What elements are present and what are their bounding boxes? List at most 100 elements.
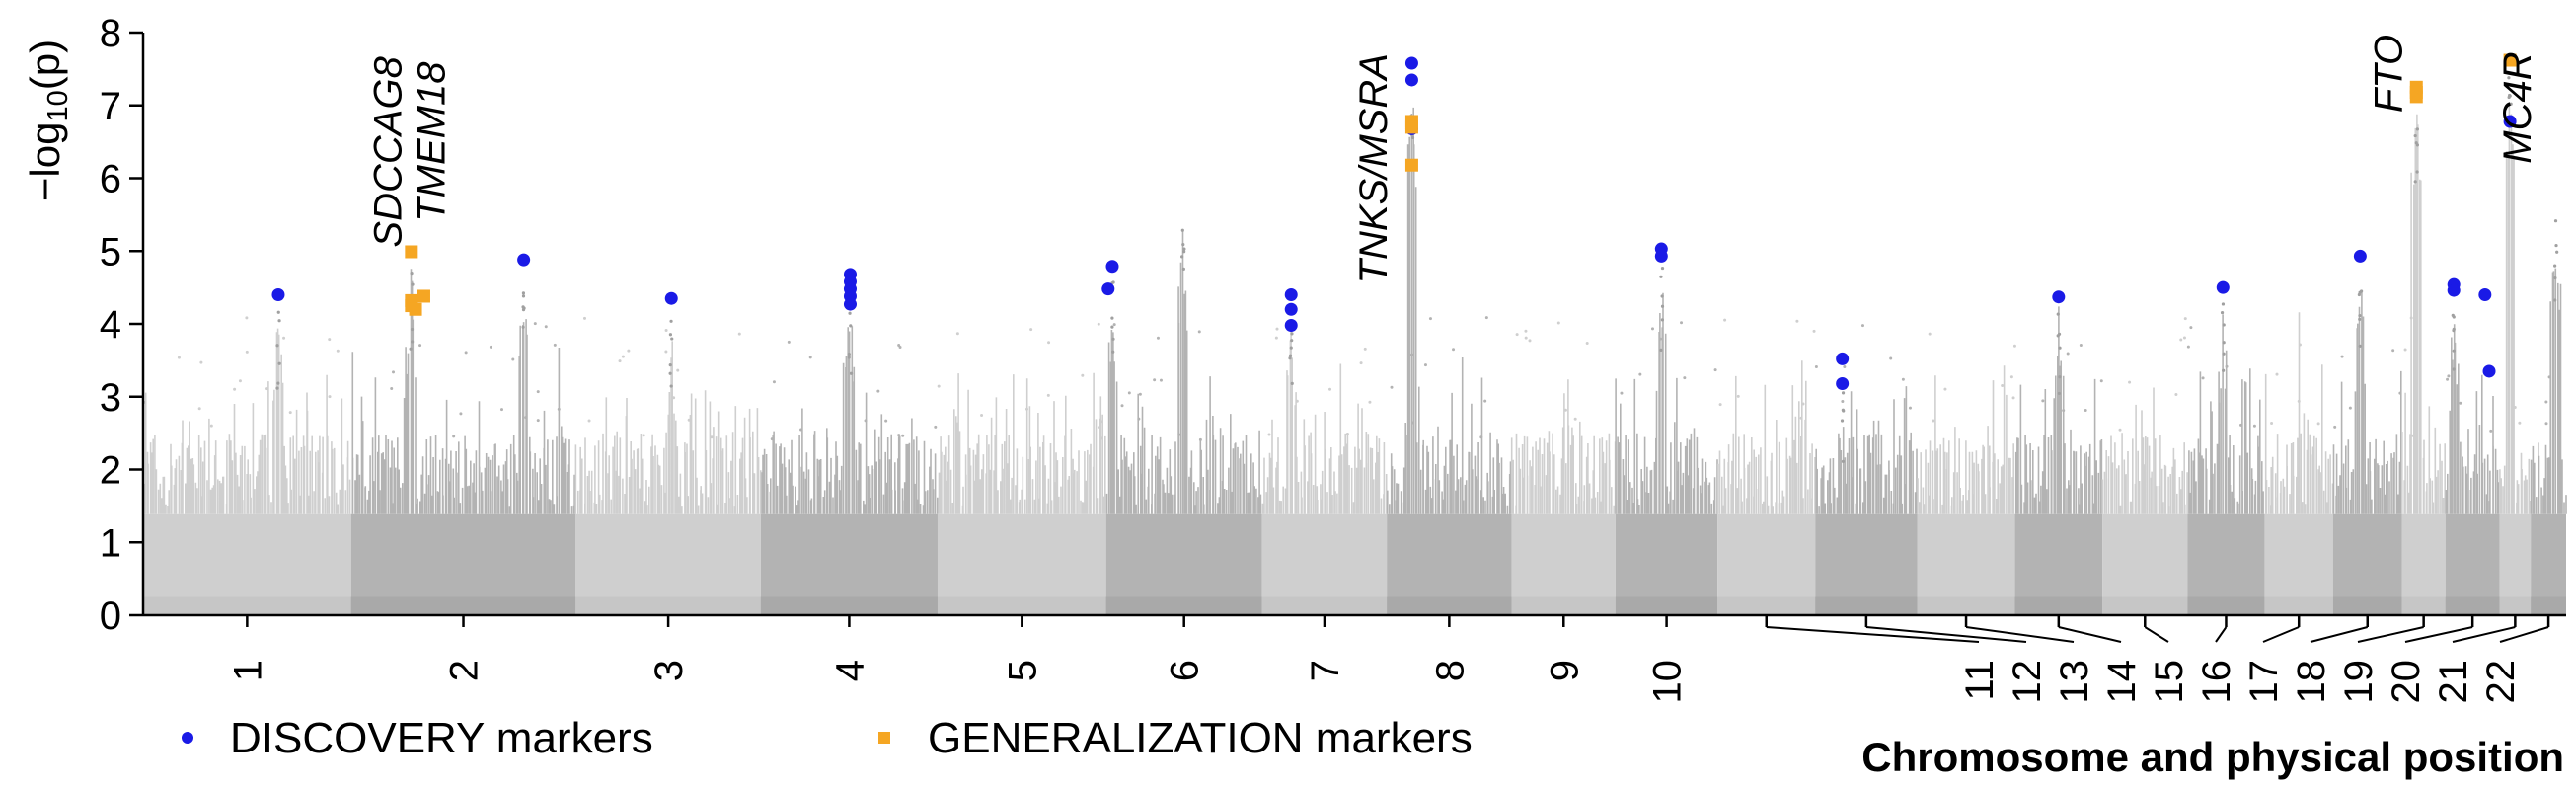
markers [271,53,2517,390]
x-tick-label-chr-16: 16 [2195,660,2238,704]
x-tick-label-chr-7: 7 [1304,660,1347,681]
snp-dot [282,336,286,340]
snp-dot [2222,368,2226,372]
snp-dot [1290,339,1294,343]
snp-cloud-20 [2445,324,2500,514]
discovery-marker [1404,73,1418,87]
snp-dot [1098,426,1101,430]
snp-dot [1288,356,1292,360]
snp-dot [1137,417,1141,421]
y-axis-label-prefix: −log [22,122,68,202]
snp-dot [2079,343,2083,347]
legend-generalization-marker [878,732,890,744]
snp-cloud-11 [1716,360,1816,514]
snp-dot [336,349,340,353]
chromosome-band-dark-19 [2401,596,2446,615]
snp-dot [1290,381,1294,385]
snp-dot [1943,387,1947,391]
snp-dot [849,324,853,328]
snp-cloud-3 [574,341,762,514]
snp-dot [2452,367,2456,371]
x-tick-label-chr-10: 10 [1646,660,1690,704]
snp-dot [1127,391,1131,395]
snp-dot [1097,322,1100,326]
background-snp-cloud [143,76,2567,615]
snp-dot [524,416,528,420]
snp-dot [1660,266,1665,271]
x-tick-leader [2310,626,2369,643]
snp-dot [1047,341,1051,345]
snp-dot [2446,377,2450,381]
chromosome-band-dark-21 [2499,596,2532,615]
snp-dot [2057,391,2061,396]
snp-dot [544,325,548,329]
snp-dot [2544,400,2548,404]
snp-cloud-13 [1917,365,2014,514]
snp-dot [521,308,526,312]
x-tick-leader [2357,626,2424,643]
snp-dot [392,370,396,374]
snp-dot [2275,372,2279,376]
chromosome-band-dark-6 [1105,596,1262,615]
discovery-marker [1105,260,1119,274]
snp-dot [1680,321,1684,325]
snp-dot [2174,393,2178,397]
snp-dot [1515,333,1519,337]
x-tick-leader [2215,626,2228,643]
snp-dot [1368,400,1372,404]
x-tick-label-chr-9: 9 [1543,660,1586,681]
snp-dot [847,356,851,359]
snp-dot [1659,275,1663,278]
snp-dot [238,379,242,383]
snp-dot [664,350,668,354]
snp-dot [1659,348,1663,352]
snp-dot [2547,375,2551,379]
y-axis-label-subscript: 10 [42,90,74,121]
snp-cloud-14 [2014,306,2103,514]
snp-dot [2554,243,2558,248]
snp-dot [1359,361,1363,365]
snp-dot [955,332,959,336]
snp-dot [2333,425,2337,429]
snp-dot [582,316,586,320]
snp-dot [1197,330,1201,334]
snp-dot [2118,428,2122,432]
snp-dot [536,419,540,423]
x-tick-label-chr-17: 17 [2242,660,2286,704]
snp-dot [1177,433,1181,436]
chromosome-band-dark-2 [350,596,576,615]
snp-dot [2222,352,2226,356]
snp-dot [618,359,622,363]
y-tick-label: 2 [100,449,121,493]
discovery-marker [271,288,285,301]
snp-dot [937,384,941,388]
snp-dot [521,291,526,295]
snp-dot [2403,348,2407,352]
snp-dot [276,310,280,314]
snp-dot [2220,310,2225,315]
snp-dot [1452,348,1456,352]
snp-dot [2452,315,2456,319]
chromosome-band-dark-16 [2187,596,2265,615]
generalization-marker [409,302,422,316]
snp-dot [1483,399,1487,403]
snp-dot [2084,409,2087,413]
snp-dot [1889,356,1893,360]
generalization-marker [405,245,418,259]
snp-dot [1345,433,1349,436]
snp-dot [668,333,673,337]
y-axis-label-suffix: (p) [22,40,68,90]
snp-dot [1180,228,1184,232]
snp-dot [1841,459,1846,463]
snp-dot [1843,365,1847,369]
x-tick-label-chr-15: 15 [2148,660,2191,704]
snp-dot [2128,380,2132,384]
snp-dot [521,305,525,309]
snp-dot [411,282,415,286]
gene-annotations: SDCCAG8 TMEM18 TNKS/MSRA FTO MC4R [366,35,2539,284]
snp-dot [1841,391,1846,395]
snp-dot [2189,326,2193,330]
snp-dot [2056,312,2060,316]
legend-discovery-marker [182,732,193,744]
snp-dot [2252,424,2256,428]
